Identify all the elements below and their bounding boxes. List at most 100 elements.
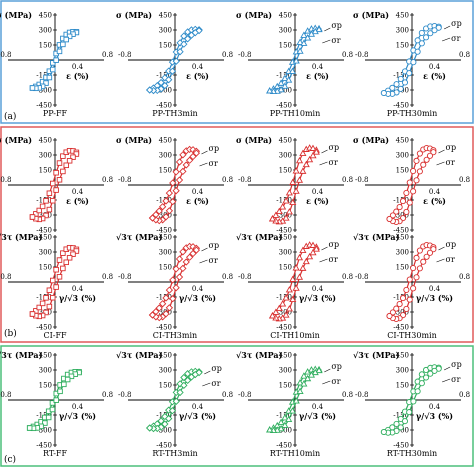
y-tick-label: 300 — [39, 152, 52, 160]
data-point — [296, 387, 304, 395]
data-point — [307, 30, 316, 37]
data-point — [53, 187, 59, 193]
x-axis-label: ε (%) — [186, 196, 209, 206]
data-point — [416, 247, 423, 254]
data-point — [289, 275, 297, 282]
data-point — [410, 168, 417, 175]
annotation-arrow — [436, 258, 445, 263]
data-point — [396, 204, 403, 211]
x-tick-label: -0.8 — [238, 273, 252, 281]
data-point — [61, 381, 67, 388]
panel-c-border — [0, 345, 474, 467]
y-tick-label: 150 — [39, 167, 52, 175]
y-tick-label: -150 — [276, 197, 292, 205]
x-tick-label: 0.4 — [192, 188, 204, 196]
data-point — [266, 426, 274, 433]
annotation-label: σr — [209, 256, 218, 265]
data-point — [155, 207, 163, 215]
data-point — [414, 388, 421, 395]
data-point — [165, 304, 174, 312]
data-point — [36, 304, 43, 311]
data-point — [277, 85, 285, 93]
subplot-title: CI-TH3min — [153, 331, 197, 340]
y-tick-label: 150 — [396, 264, 409, 272]
x-tick-label: -0.8 — [0, 273, 12, 281]
x-tick-label: 0.8 — [102, 51, 113, 59]
y-tick-label: 150 — [279, 382, 292, 390]
annotation-arrow — [321, 149, 328, 154]
data-point — [299, 149, 307, 157]
y-tick-label: 300 — [159, 367, 172, 375]
x-tick-label: -0.8 — [0, 391, 12, 399]
annotation-arrow — [436, 161, 445, 166]
data-point — [393, 208, 400, 215]
data-point — [292, 284, 300, 291]
y-tick-label: 450 — [396, 137, 409, 145]
x-tick-label: 0.8 — [459, 176, 470, 184]
data-point — [266, 87, 274, 94]
y-tick-label: -450 — [393, 227, 409, 235]
panel-a-letter: (a) — [4, 111, 16, 122]
y-tick-label: 300 — [159, 27, 172, 35]
data-point — [39, 300, 46, 307]
y-tick-label: -450 — [393, 442, 409, 450]
subplot-title: RT-TH3min — [152, 449, 197, 458]
subplot-title: CI-TH30min — [387, 331, 437, 340]
y-tick-label: -300 — [393, 427, 409, 435]
y-tick-label: 300 — [159, 152, 172, 160]
subplot-a3: 450 300 150 -150 -300 -450 -0.8 0.4 0.8 σ (MPa) ε … — [236, 10, 353, 118]
x-tick-label: 0.4 — [72, 63, 84, 71]
x-axis-label: ε (%) — [66, 71, 89, 81]
y-tick-label: 300 — [396, 249, 409, 257]
annotation-arrow — [321, 246, 328, 251]
y-tick-label: -450 — [156, 442, 172, 450]
annotation-label: σp — [209, 144, 220, 153]
x-tick-label: 0.8 — [222, 51, 233, 59]
annotation-label: σr — [329, 255, 338, 264]
data-point — [397, 75, 404, 82]
data-point — [46, 287, 53, 294]
data-point — [66, 33, 73, 40]
data-point — [169, 179, 177, 187]
annotation-label: σr — [209, 159, 218, 168]
data-point — [295, 156, 304, 164]
data-point — [427, 370, 434, 377]
data-point — [68, 373, 75, 380]
x-tick-label: 0.4 — [192, 63, 204, 71]
y-axis-label: √3τ (MPa) — [353, 232, 400, 242]
subplot-title: PP-TH10min — [270, 109, 321, 118]
subplot-title: PP-TH30min — [387, 109, 438, 118]
x-axis-label: γ/√3 (%) — [299, 293, 336, 303]
annotation-arrow — [438, 246, 445, 251]
data-point — [185, 253, 194, 261]
data-point — [401, 418, 409, 425]
panel-b-border — [0, 126, 474, 343]
y-tick-label: 300 — [396, 152, 409, 160]
data-point — [300, 31, 308, 38]
y-axis-label: σ (MPa) — [116, 10, 152, 20]
data-point — [397, 424, 404, 431]
subplot-b7: 450 300 150 -150 -300 -450 -0.8 0.4 0.8 √3τ (MPa)… — [236, 232, 353, 340]
annotation-label: σr — [446, 255, 455, 264]
data-point — [282, 214, 290, 221]
data-point — [165, 286, 174, 294]
y-tick-label: -300 — [393, 309, 409, 317]
x-tick-label: 0.4 — [72, 403, 84, 411]
data-point — [309, 144, 317, 151]
x-tick-label: 0.4 — [72, 188, 84, 196]
annotation-arrow — [324, 27, 331, 32]
data-point — [179, 248, 187, 256]
data-point — [389, 84, 396, 91]
data-point — [406, 409, 413, 416]
x-tick-label: 0.8 — [459, 391, 470, 399]
y-axis-label: σ (MPa) — [353, 135, 389, 145]
annotation-label: σp — [329, 240, 340, 249]
y-tick-label: -450 — [276, 442, 292, 450]
y-tick-label: 450 — [279, 12, 292, 20]
x-tick-label: 0.8 — [102, 176, 113, 184]
x-axis-label: ε (%) — [66, 196, 89, 206]
data-point — [279, 300, 287, 307]
y-tick-label: -150 — [393, 72, 409, 80]
data-point — [185, 156, 194, 164]
